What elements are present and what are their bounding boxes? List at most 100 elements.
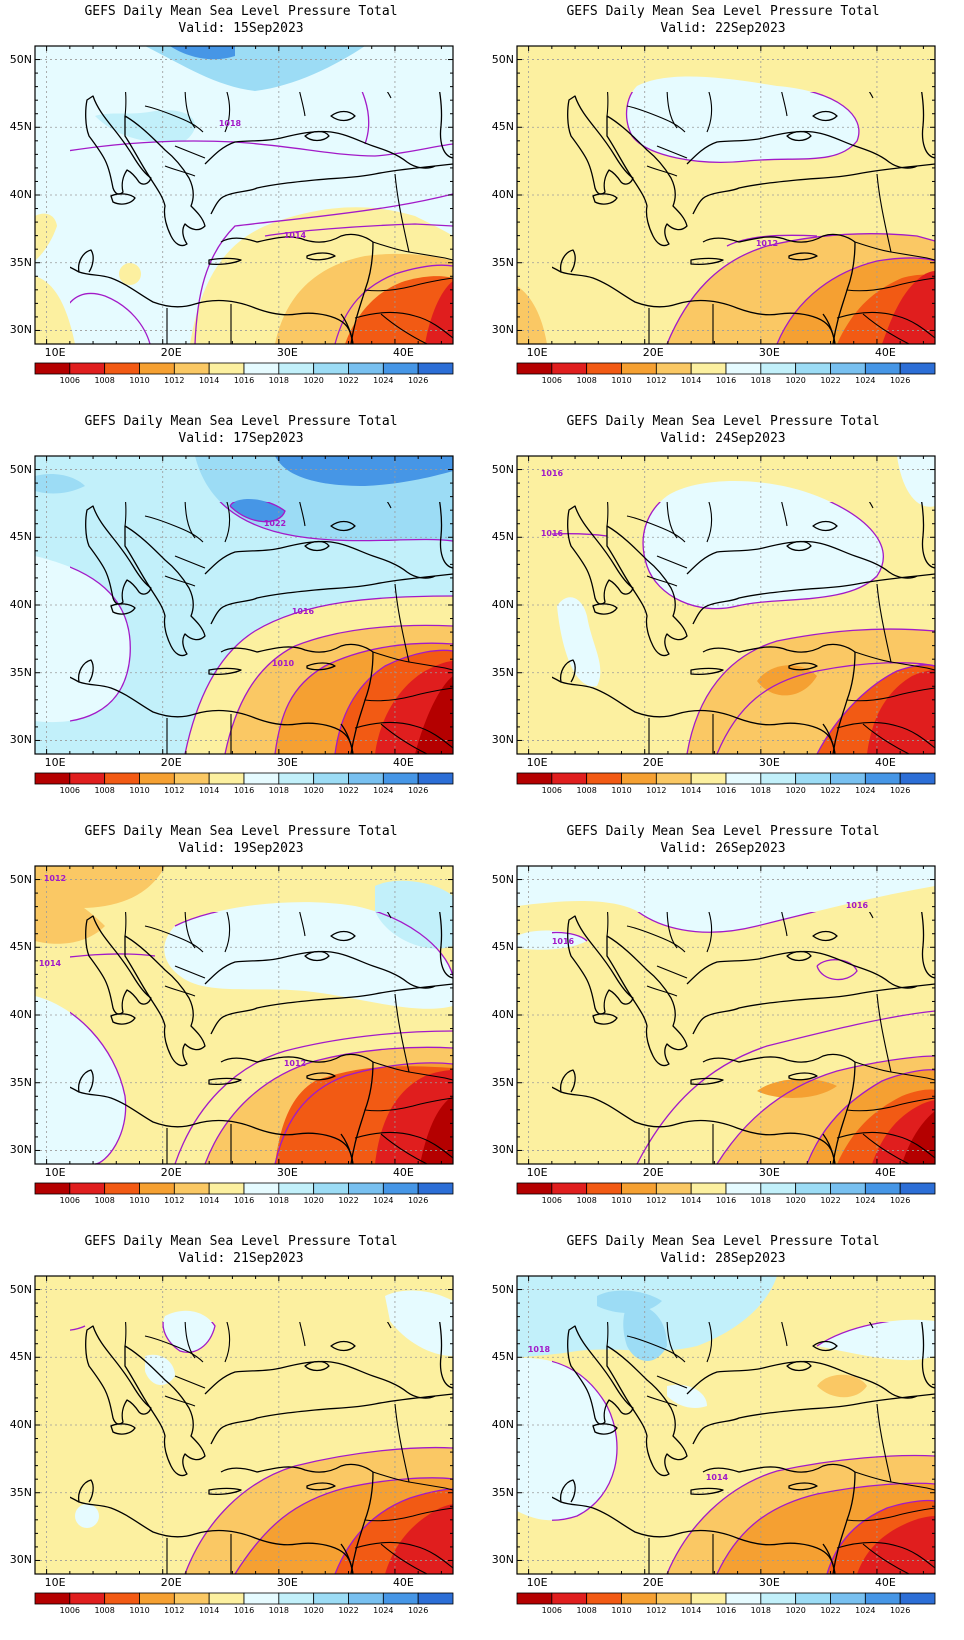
- colorbar-label: 1020: [303, 1606, 324, 1615]
- map-canvas: 1018 1014: [516, 1275, 936, 1605]
- coastline: [686, 130, 918, 169]
- pressure-shading-region: [275, 456, 453, 486]
- longitude-label: 10E: [526, 1166, 548, 1179]
- colorbar-swatch: [348, 772, 384, 785]
- pressure-shading-region: [385, 1290, 453, 1356]
- coastline: [692, 1425, 708, 1445]
- coastline: [822, 723, 836, 755]
- country-border: [666, 92, 678, 129]
- colorbar-label: 1024: [855, 376, 876, 385]
- isobar-line: [274, 1062, 454, 1165]
- latitude-label: 30N: [491, 1553, 514, 1567]
- coastlines-and-borders: [552, 502, 936, 755]
- isobar-label: 1016: [552, 937, 575, 946]
- pressure-shading-region: [420, 1096, 453, 1164]
- country-border: [656, 555, 688, 569]
- colorbar-swatch: [795, 1182, 831, 1195]
- colorbar-swatch: [417, 1182, 454, 1195]
- coastline: [77, 1069, 94, 1093]
- map-canvas: 1016 1016: [516, 865, 936, 1195]
- colorbar-swatch: [621, 772, 657, 785]
- country-border: [386, 502, 392, 509]
- colorbar-swatch: [516, 772, 553, 785]
- latitude-label: 50N: [9, 52, 32, 66]
- country-border: [354, 1541, 454, 1569]
- pressure-shading-region: [75, 1504, 99, 1528]
- coastline: [921, 912, 936, 979]
- country-border: [124, 92, 127, 117]
- map-panel: GEFS Daily Mean Sea Level Pressure Total…: [0, 0, 482, 410]
- colorbar-label: 1016: [233, 1606, 255, 1615]
- latitude-label: 35N: [491, 255, 514, 269]
- colorbar-swatch: [655, 1182, 692, 1195]
- longitude-label: 30E: [276, 346, 298, 359]
- country-border: [174, 965, 206, 979]
- isobar-line: [552, 533, 608, 537]
- axis-ticks: [517, 866, 935, 1164]
- colorbar-swatch: [586, 772, 622, 785]
- longitude-label: 20E: [160, 346, 182, 359]
- coastline: [552, 1086, 836, 1165]
- coastline: [330, 520, 356, 532]
- isobar-contours: [70, 1322, 454, 1575]
- coastline: [110, 193, 136, 205]
- coastline: [606, 525, 688, 657]
- colorbar-swatch: [725, 1592, 762, 1605]
- colorbar-label: 1018: [268, 1606, 289, 1615]
- colorbar-swatch: [516, 1182, 553, 1195]
- country-border: [876, 1403, 892, 1483]
- country-border: [862, 1543, 910, 1575]
- pressure-shading-region: [35, 276, 75, 344]
- coastline: [592, 1423, 618, 1435]
- isobar-line: [776, 257, 936, 345]
- colorbar-label: 1016: [715, 1606, 737, 1615]
- colorbar-swatch: [382, 362, 419, 375]
- colorbar-label: 1010: [611, 1196, 632, 1205]
- map-panel: GEFS Daily Mean Sea Level Pressure Total…: [0, 410, 482, 820]
- latitude-label: 40N: [9, 1418, 32, 1431]
- colorbar-swatch: [725, 362, 762, 375]
- coastline: [70, 1496, 354, 1575]
- colorbar-swatch: [173, 1182, 210, 1195]
- colorbar-label: 1022: [338, 1196, 359, 1205]
- country-border: [706, 92, 713, 133]
- isobar-line: [716, 1482, 936, 1575]
- country-border: [646, 1395, 678, 1407]
- coastline: [822, 1133, 836, 1165]
- colorbar-label: 1014: [198, 1606, 220, 1615]
- coastline: [208, 257, 242, 266]
- latitude-label: 50N: [491, 872, 514, 886]
- isobar-line: [636, 1010, 936, 1165]
- pressure-shading-region: [667, 1384, 707, 1408]
- colorbar-swatch: [795, 1592, 831, 1605]
- panel-title: GEFS Daily Mean Sea Level Pressure Total: [566, 824, 880, 839]
- colorbar-label: 1008: [94, 376, 115, 385]
- isobar-line: [204, 1046, 454, 1165]
- isobar-line: [826, 1499, 936, 1575]
- coastline: [340, 1543, 354, 1575]
- isobar-line: [726, 234, 818, 247]
- colorbar-label: 1008: [576, 786, 597, 795]
- colorbar-swatch: [348, 1182, 384, 1195]
- isobar-label: 1016: [846, 901, 869, 910]
- latitude-label: 45N: [9, 120, 32, 134]
- pressure-shading-region: [345, 276, 453, 344]
- colorbar-swatch: [417, 362, 454, 375]
- country-border: [706, 1322, 713, 1363]
- colorbar-label: 1008: [94, 1196, 115, 1205]
- colorbar-label: 1020: [785, 1606, 806, 1615]
- panel-valid-date: Valid: 17Sep2023: [178, 431, 304, 446]
- country-border: [386, 1322, 392, 1329]
- axis-ticks: [35, 1276, 453, 1574]
- coastline: [559, 1479, 576, 1503]
- colorbar-swatch: [551, 1592, 588, 1605]
- longitude-label: 30E: [276, 756, 298, 769]
- colorbar-label: 1016: [715, 786, 737, 795]
- coastline: [592, 1013, 618, 1025]
- colorbar-swatch: [690, 1592, 727, 1605]
- colorbar-label: 1026: [889, 786, 911, 795]
- isobar-line: [637, 912, 817, 933]
- colorbar-swatch: [382, 1182, 419, 1195]
- coastline: [702, 233, 856, 243]
- coastline: [786, 130, 812, 142]
